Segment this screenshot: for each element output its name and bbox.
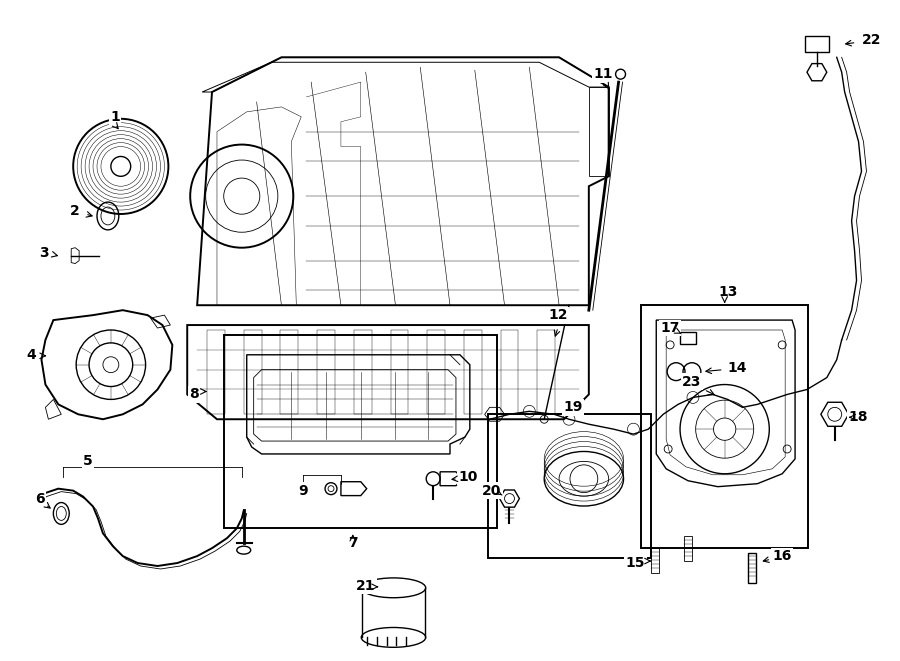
Text: 5: 5 (83, 454, 93, 468)
Bar (680, 332, 696, 344)
Text: 3: 3 (39, 246, 49, 260)
Text: 4: 4 (27, 348, 36, 362)
Text: 19: 19 (563, 401, 582, 414)
Text: 22: 22 (861, 34, 881, 48)
Text: 12: 12 (548, 308, 568, 322)
Text: 9: 9 (299, 484, 308, 498)
Bar (488, 414, 652, 558)
Text: 16: 16 (772, 549, 792, 563)
Text: 13: 13 (718, 286, 737, 299)
Text: 11: 11 (593, 67, 613, 81)
Text: 18: 18 (849, 410, 868, 424)
Text: 10: 10 (458, 470, 478, 484)
Text: 7: 7 (348, 536, 357, 550)
Text: 21: 21 (356, 579, 375, 593)
Text: 14: 14 (728, 361, 747, 375)
Text: 20: 20 (482, 484, 501, 498)
Bar (805, 36, 829, 52)
Text: 6: 6 (35, 492, 44, 506)
Text: 8: 8 (189, 387, 199, 401)
Text: 17: 17 (661, 321, 680, 335)
Text: 2: 2 (70, 204, 80, 218)
Text: 23: 23 (682, 375, 702, 389)
Text: 15: 15 (626, 556, 645, 570)
Bar (224, 335, 497, 528)
Text: 1: 1 (110, 110, 120, 124)
Bar (642, 305, 808, 548)
